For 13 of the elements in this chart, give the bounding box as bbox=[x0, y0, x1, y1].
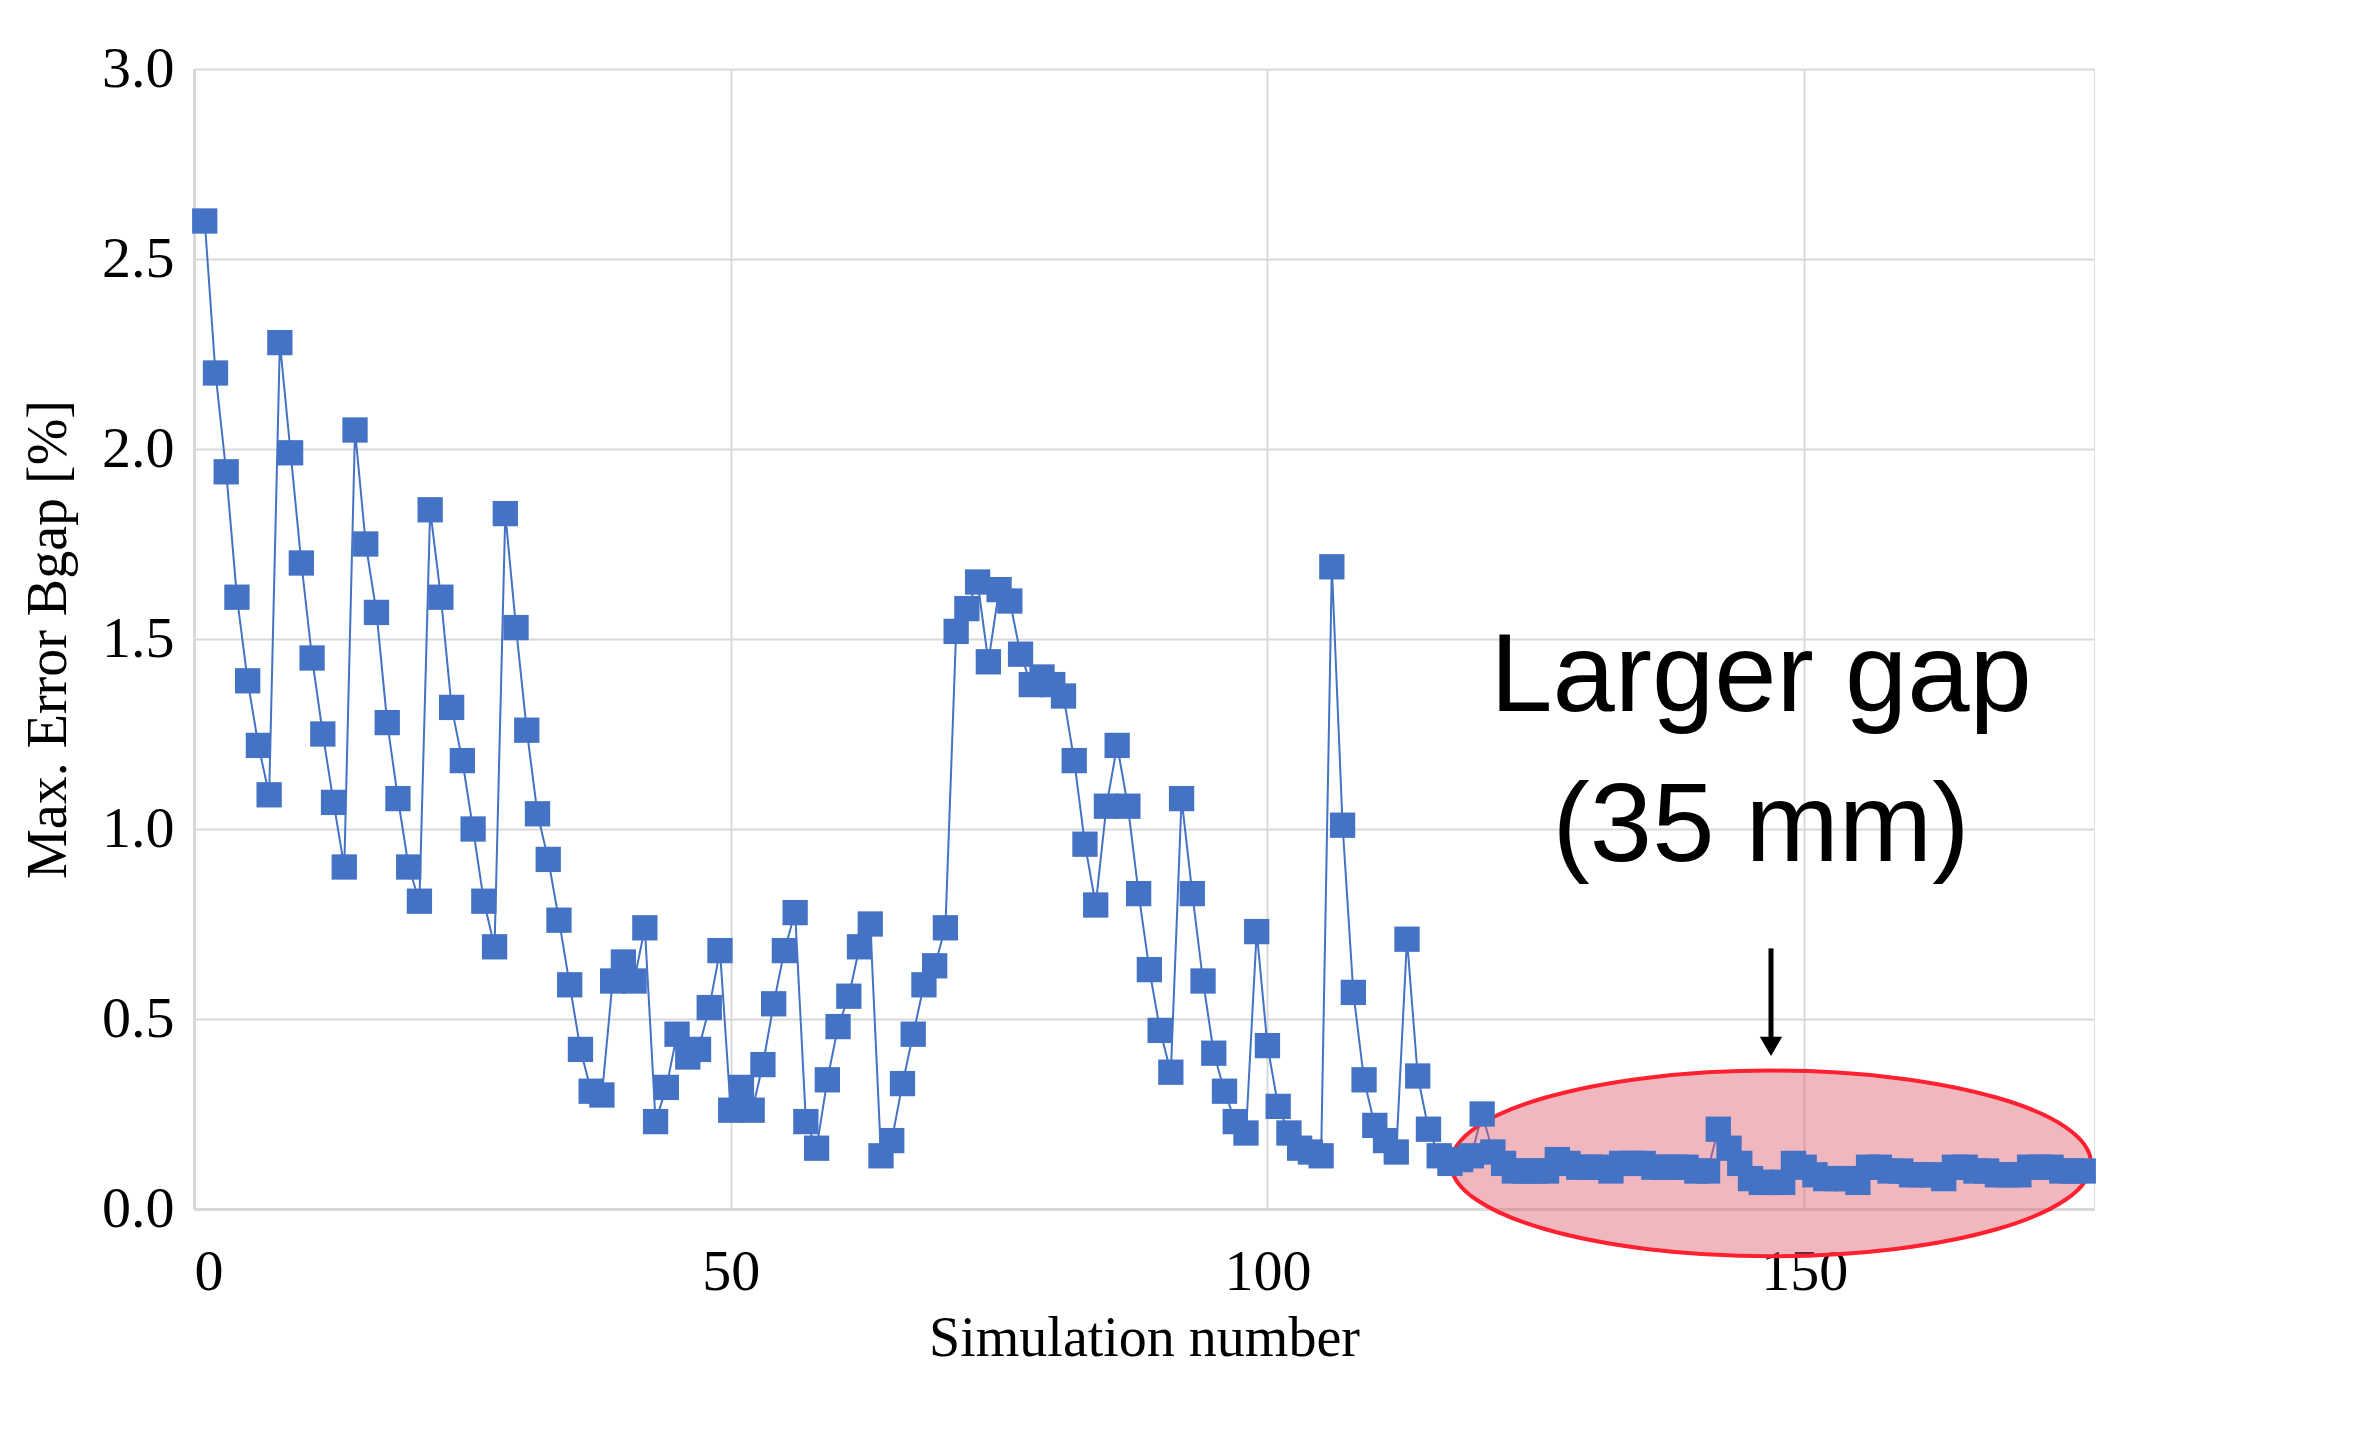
y-tick-label: 0.5 bbox=[102, 984, 175, 1050]
y-tick-label: 1.0 bbox=[102, 794, 175, 860]
x-axis-title: Simulation number bbox=[929, 1305, 1361, 1368]
y-axis-title: Max. Error Bgap [%] bbox=[16, 400, 78, 879]
y-tick-label: 3.0 bbox=[102, 34, 175, 100]
annotation: Larger gap (35 mm) bbox=[1490, 610, 2032, 886]
y-tick-label: 2.5 bbox=[102, 224, 175, 290]
x-tick-label: 100 bbox=[1224, 1237, 1312, 1303]
x-tick-label: 0 bbox=[194, 1237, 224, 1303]
y-tick-label: 1.5 bbox=[102, 604, 175, 670]
y-tick-label: 2.0 bbox=[102, 414, 175, 480]
y-tick-label: 0.0 bbox=[102, 1174, 175, 1240]
x-tick-label: 50 bbox=[702, 1237, 761, 1303]
